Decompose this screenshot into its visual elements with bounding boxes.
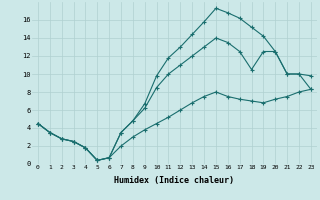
X-axis label: Humidex (Indice chaleur): Humidex (Indice chaleur) [115, 176, 234, 185]
